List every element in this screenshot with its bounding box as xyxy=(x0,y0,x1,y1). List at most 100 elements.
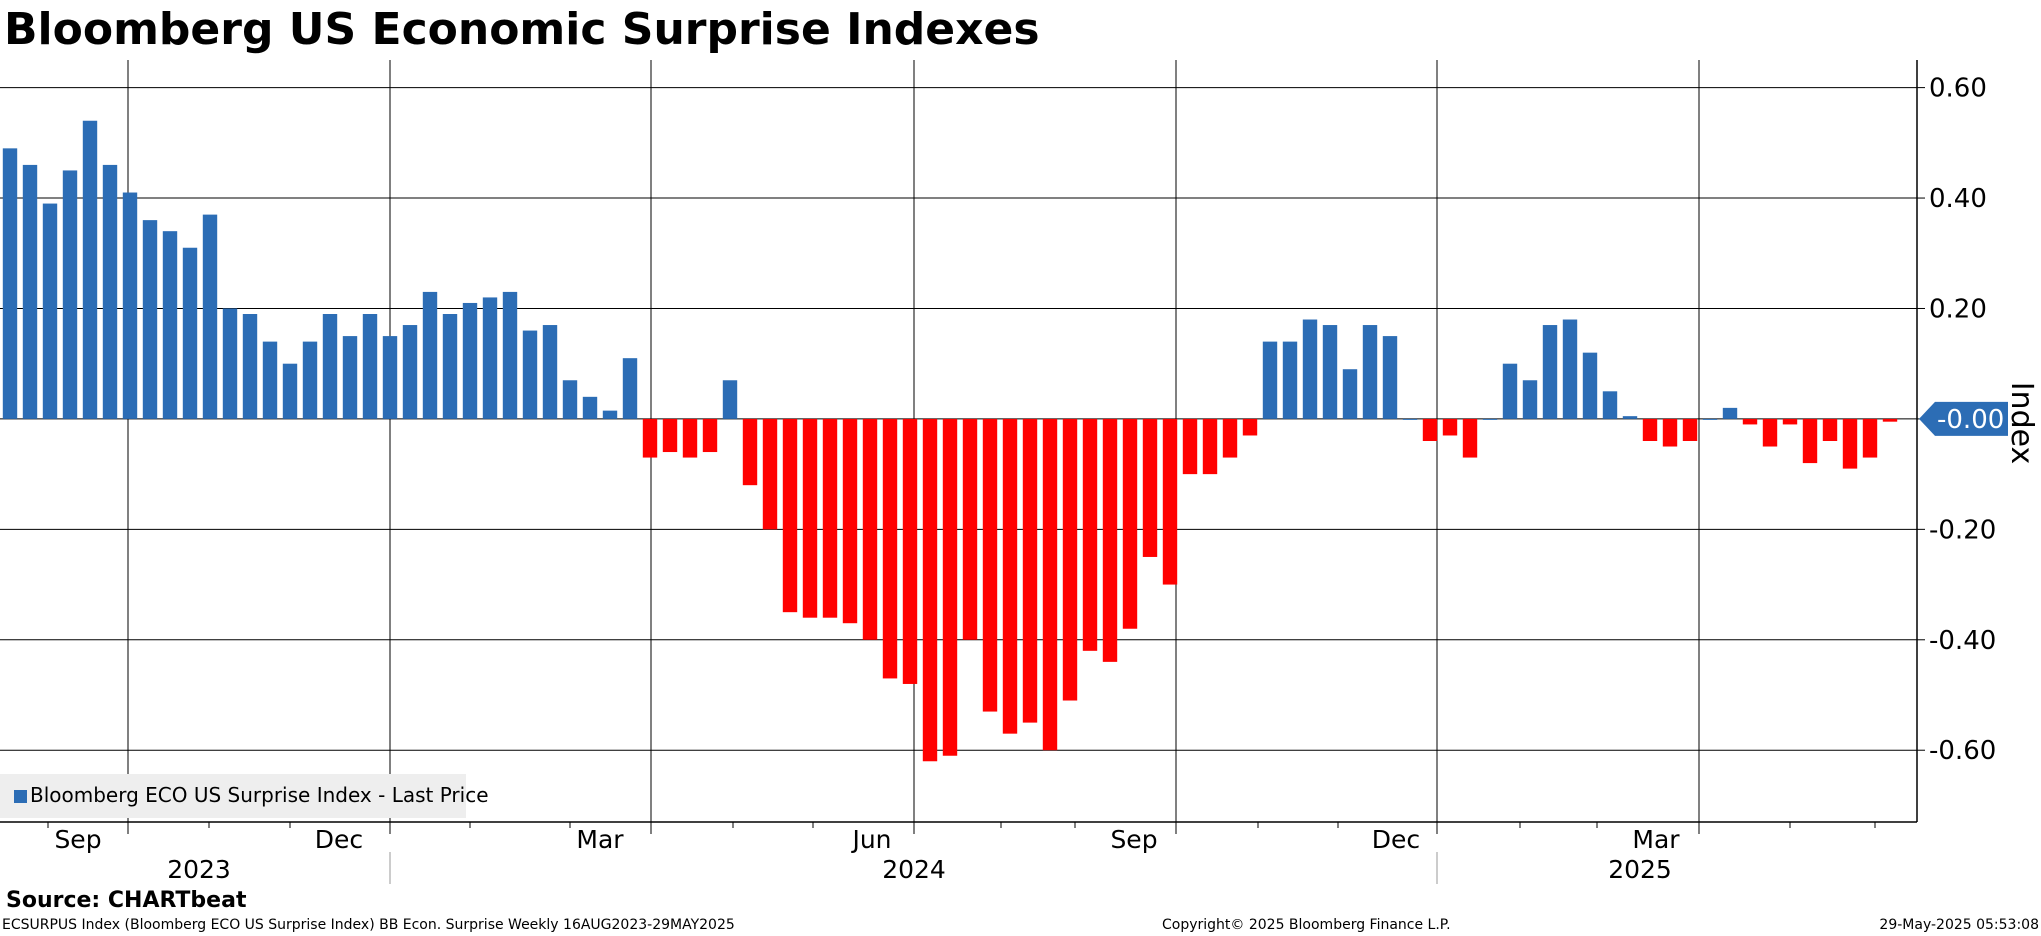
bar xyxy=(1382,336,1398,419)
bar xyxy=(1582,352,1598,419)
badge-value: -0.00 xyxy=(1937,405,2004,435)
bar xyxy=(1462,418,1478,458)
bar xyxy=(1842,418,1858,469)
bar xyxy=(382,336,398,419)
bar xyxy=(122,192,138,419)
bar xyxy=(1082,418,1098,651)
bar xyxy=(2,148,18,419)
bar xyxy=(642,418,658,458)
bar xyxy=(222,308,238,419)
bar xyxy=(542,325,558,419)
bar xyxy=(562,380,578,419)
source-note: Source: CHARTbeat xyxy=(6,888,247,913)
bar xyxy=(1402,418,1418,420)
bar xyxy=(1182,418,1198,475)
bar xyxy=(1222,418,1238,458)
bar xyxy=(982,418,998,712)
bar xyxy=(1302,319,1318,419)
bar xyxy=(1682,418,1698,441)
bar xyxy=(822,418,838,618)
bars xyxy=(2,120,1898,762)
x-month-label: Mar xyxy=(576,825,624,854)
bar xyxy=(1202,418,1218,475)
bar xyxy=(242,314,258,419)
x-year-label: 2025 xyxy=(1608,855,1672,884)
bar xyxy=(1522,380,1538,419)
x-year-label: 2023 xyxy=(167,855,231,884)
bar xyxy=(1862,418,1878,458)
x-year-label: 2024 xyxy=(882,855,946,884)
bar xyxy=(42,203,58,419)
legend-swatch xyxy=(14,790,27,803)
bar xyxy=(1882,418,1898,422)
bar xyxy=(1502,363,1518,419)
bar xyxy=(1102,418,1118,662)
x-month-label: Mar xyxy=(1632,825,1680,854)
chart-title: Bloomberg US Economic Surprise Indexes xyxy=(4,4,1040,55)
bar xyxy=(782,418,798,613)
bar xyxy=(922,418,938,762)
bar xyxy=(1122,418,1138,629)
footer-copyright: Copyright© 2025 Bloomberg Finance L.P. xyxy=(1162,917,1451,933)
bar xyxy=(1142,418,1158,557)
bar xyxy=(462,302,478,419)
x-month-label: Sep xyxy=(54,825,101,854)
legend-label: Bloomberg ECO US Surprise Index - Last P… xyxy=(30,783,489,807)
bar xyxy=(1822,418,1838,441)
bar xyxy=(1562,319,1578,419)
bar xyxy=(1062,418,1078,701)
gridlines xyxy=(0,60,1917,822)
bar xyxy=(1262,341,1278,419)
bar xyxy=(1282,341,1298,419)
bar xyxy=(662,418,678,453)
bar xyxy=(442,314,458,419)
bar xyxy=(1242,418,1258,436)
bar xyxy=(302,341,318,419)
x-month-label: Jun xyxy=(850,825,891,854)
bar xyxy=(202,214,218,419)
bar xyxy=(62,170,78,419)
footer-series-info: ECSURPUS Index (Bloomberg ECO US Surpris… xyxy=(2,917,735,933)
bar xyxy=(1322,325,1338,419)
bar xyxy=(702,418,718,453)
bar xyxy=(1642,418,1658,441)
y-tick-label: 0.20 xyxy=(1929,294,1987,324)
bar xyxy=(1362,325,1378,419)
bar xyxy=(622,358,638,419)
bar xyxy=(22,164,38,419)
last-value-badge: -0.00 xyxy=(1919,401,2008,436)
bar xyxy=(1602,391,1618,419)
bar xyxy=(1622,416,1638,419)
bar xyxy=(502,291,518,419)
bar xyxy=(862,418,878,640)
y-axis-label: Index xyxy=(2004,382,2039,465)
y-tick-label: -0.40 xyxy=(1929,626,1996,656)
bar xyxy=(962,418,978,640)
bar xyxy=(1762,418,1778,447)
bar xyxy=(1022,418,1038,723)
bar xyxy=(1342,369,1358,419)
bar xyxy=(282,363,298,419)
x-month-label: Dec xyxy=(315,825,363,854)
bar xyxy=(362,314,378,419)
bar xyxy=(742,418,758,486)
bar xyxy=(1442,418,1458,436)
bar xyxy=(682,418,698,458)
bar xyxy=(1802,418,1818,464)
bar xyxy=(902,418,918,684)
bar xyxy=(522,330,538,419)
y-tick-label: -0.20 xyxy=(1929,515,1996,545)
bar xyxy=(942,418,958,756)
bar xyxy=(582,396,598,419)
bar xyxy=(422,291,438,419)
bar xyxy=(1042,418,1058,751)
bar xyxy=(802,418,818,618)
y-tick-label: -0.60 xyxy=(1929,736,1996,766)
bar xyxy=(602,410,618,419)
bar xyxy=(1482,418,1498,420)
bar xyxy=(842,418,858,624)
bar xyxy=(1002,418,1018,734)
x-month-label: Sep xyxy=(1110,825,1157,854)
bar xyxy=(482,297,498,419)
